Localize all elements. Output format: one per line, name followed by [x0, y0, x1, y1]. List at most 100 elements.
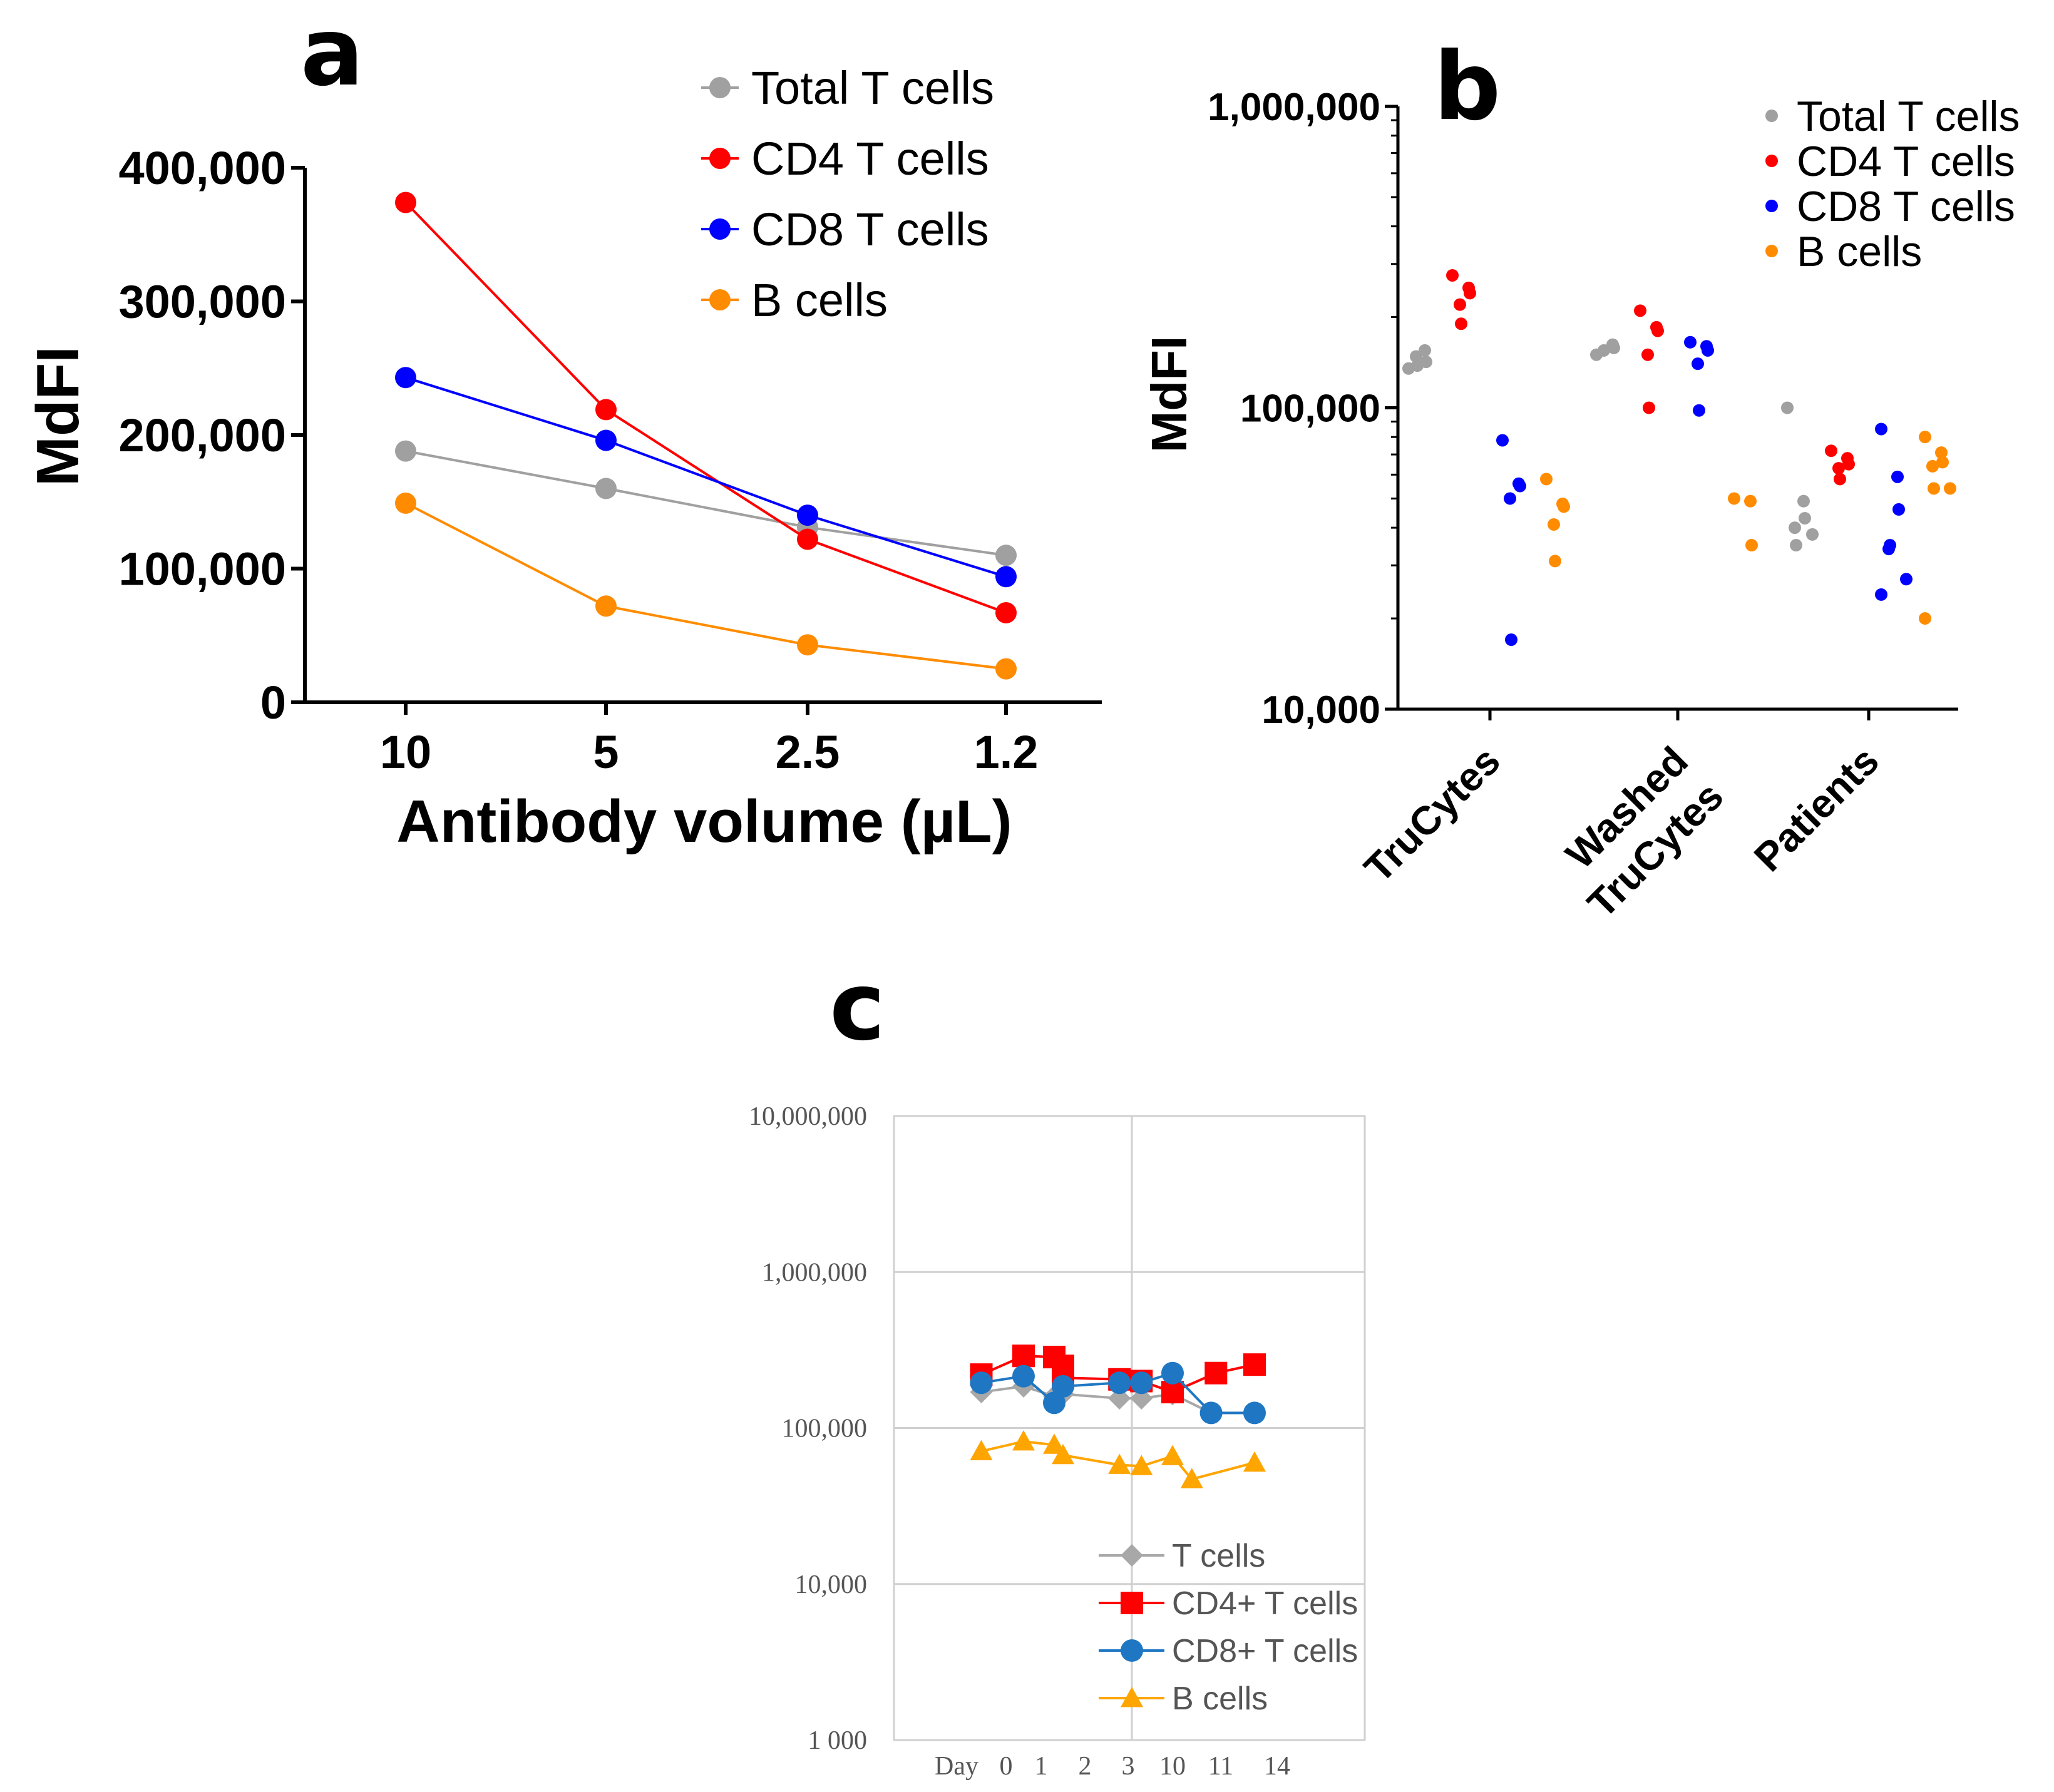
data-point-b-cells [1944, 482, 1956, 495]
data-point-cd8-t-cells [1891, 470, 1904, 483]
data-point-cd8-t-cells [1130, 1371, 1153, 1395]
y-tick-label: 300,000 [119, 276, 287, 328]
legend-marker [1765, 155, 1778, 167]
data-point-cd8-t-cells [1514, 479, 1526, 493]
panel-b-x-ticks: TruCytes WashedTruCytes Patients [1355, 709, 1887, 926]
legend-marker [709, 218, 731, 240]
x-tick-label: Day [935, 1752, 978, 1781]
data-point-cd4-t-cells [1464, 287, 1476, 300]
series-line-cd8-t-cells [405, 376, 1007, 578]
data-point-cd4-t-cells [1161, 1381, 1184, 1404]
x-tick-label: 0 [1000, 1752, 1013, 1781]
data-point-b-cells [1548, 518, 1560, 531]
data-point-cd4-t-cells [1455, 317, 1467, 330]
x-tick-label: 10 [1159, 1752, 1186, 1781]
data-point-total-t-cells [1806, 528, 1819, 541]
legend-label: Total T cells [751, 62, 994, 114]
legend-label: T cells [1172, 1538, 1265, 1574]
y-tick-label: 10,000 [1261, 689, 1380, 732]
data-point-cd4-t-cells [1641, 348, 1654, 361]
legend-label: B cells [1797, 228, 1922, 275]
data-point-total-t-cells [595, 478, 617, 499]
data-point-cd4-t-cells [995, 602, 1017, 623]
panel-b-y-ticks: 10,000 100,000 1,000,000 [1208, 86, 1398, 732]
data-point-b-cells [1012, 1430, 1035, 1451]
data-point-b-cells [1108, 1453, 1131, 1474]
data-point-b-cells [1540, 473, 1553, 486]
data-point-cd4-t-cells [1204, 1361, 1228, 1385]
data-point-total-t-cells [1799, 511, 1811, 525]
data-point-cd8-t-cells [1052, 1375, 1074, 1398]
data-point-b-cells [1919, 612, 1931, 625]
data-point-cd4-t-cells [595, 399, 617, 421]
data-point-total-t-cells [1419, 344, 1431, 357]
series-line-b-cells [405, 502, 1007, 670]
legend-label: CD4+ T cells [1172, 1585, 1358, 1622]
y-tick-label: 100,000 [782, 1415, 868, 1443]
legend-marker [709, 289, 731, 310]
legend-marker [709, 77, 731, 98]
data-point-b-cells [1243, 1451, 1266, 1472]
data-point-b-cells [395, 492, 416, 514]
series-line-cd4-t-cells [980, 1354, 1255, 1394]
legend-marker [1121, 1544, 1143, 1567]
data-point-cd8-t-cells [1884, 539, 1896, 552]
x-tick-label-line: TruCytes [1355, 738, 1509, 891]
legend-label: CD8 T cells [1797, 183, 2015, 230]
legend-label: CD8+ T cells [1172, 1633, 1358, 1669]
data-point-b-cells [1728, 492, 1740, 505]
data-point-cd8-t-cells [1875, 422, 1887, 436]
data-point-b-cells [1926, 459, 1939, 473]
legend-marker [1121, 1592, 1143, 1614]
data-point-cd4-t-cells [1834, 473, 1846, 486]
legend-marker [1765, 245, 1778, 257]
data-point-cd8-t-cells [595, 429, 617, 451]
panel-b-label: b [1434, 33, 1501, 141]
data-point-cd8-t-cells [1161, 1361, 1184, 1385]
series-line-total-t-cells [405, 449, 1007, 557]
x-tick-label: 3 [1122, 1752, 1135, 1781]
data-point-b-cells [1928, 482, 1940, 495]
x-tick-label: Patients [1745, 738, 1887, 880]
data-point-b-cells [1130, 1455, 1153, 1475]
y-tick-label: 1,000,000 [762, 1258, 867, 1287]
legend-label: Total T cells [1797, 93, 2020, 140]
data-point-cd4-t-cells [395, 192, 416, 213]
x-tick-label: 1 [1035, 1752, 1048, 1781]
data-point-cd8-t-cells [1012, 1364, 1035, 1388]
data-point-cd8-t-cells [1243, 1401, 1266, 1425]
data-point-cd4-t-cells [1012, 1344, 1035, 1368]
data-point-total-t-cells [1608, 341, 1620, 354]
panel-b-y-axis-title: MdFI [1141, 336, 1197, 453]
data-point-cd8-t-cells [1692, 357, 1704, 371]
panel-a-series [395, 192, 1017, 680]
data-point-cd8-t-cells [1702, 344, 1714, 357]
data-point-cd4-t-cells [797, 528, 818, 550]
data-point-b-cells [1180, 1468, 1203, 1488]
legend-label: CD8 T cells [751, 203, 989, 255]
data-point-cd8-t-cells [1900, 573, 1913, 586]
data-point-cd4-t-cells [1446, 269, 1459, 282]
panel-c-chart: 1 000 10,000 100,000 1,000,000 10,000,000 Da… [749, 1102, 1366, 1781]
data-point-total-t-cells [1598, 344, 1610, 357]
legend-marker [1121, 1639, 1143, 1662]
data-point-cd4-t-cells [1454, 298, 1466, 311]
data-point-cd8-t-cells [1504, 492, 1516, 505]
data-point-b-cells [1161, 1445, 1184, 1465]
panel-a-legend: Total T cells CD4 T cells CD8 T cells B cel… [701, 62, 994, 326]
data-point-cd4-t-cells [1643, 401, 1655, 414]
data-point-b-cells [995, 658, 1017, 680]
legend-marker [1765, 110, 1778, 122]
data-point-b-cells [1052, 1443, 1074, 1465]
data-point-cd8-t-cells [1875, 588, 1887, 601]
x-tick-label-line: Patients [1745, 738, 1887, 880]
data-point-b-cells [970, 1440, 993, 1460]
x-tick-label: 10 [380, 726, 431, 778]
data-point-cd4-t-cells [1651, 324, 1664, 337]
y-tick-label: 0 [260, 677, 286, 729]
data-point-b-cells [1745, 539, 1758, 552]
data-point-cd8-t-cells [1505, 633, 1517, 647]
data-point-cd8-t-cells [797, 504, 818, 526]
